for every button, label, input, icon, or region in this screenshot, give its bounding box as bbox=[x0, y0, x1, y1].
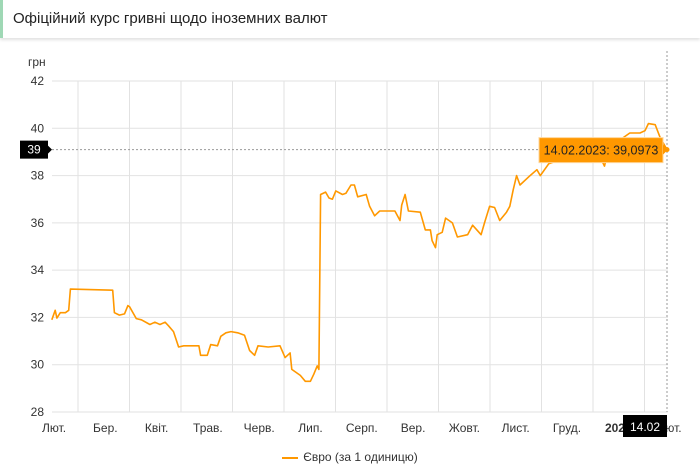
y-tick-label: 38 bbox=[31, 169, 45, 183]
legend-swatch bbox=[282, 456, 299, 459]
x-tick-label: Серп. bbox=[346, 421, 378, 435]
x-tick-label: Трав. bbox=[193, 421, 223, 435]
crosshair-x-label: 14.02 bbox=[630, 420, 660, 434]
crosshair-y-label-arrow bbox=[48, 145, 52, 154]
page-title: Офіційний курс гривні щодо іноземних вал… bbox=[13, 10, 328, 27]
x-tick-label: Бер. bbox=[93, 421, 118, 435]
y-tick-label: 32 bbox=[31, 310, 45, 324]
x-tick-label: Лип. bbox=[298, 421, 322, 435]
x-tick-label: Лют. bbox=[42, 421, 66, 435]
crosshair-x-label-box bbox=[623, 415, 667, 437]
legend[interactable]: Євро (за 1 одиницю) bbox=[0, 450, 700, 464]
tooltip-text: 14.02.2023: 39,0973 bbox=[544, 144, 659, 158]
crosshair-y-label-box bbox=[20, 140, 48, 159]
y-tick-label: 42 bbox=[31, 74, 45, 88]
crosshair-y-label: 39 bbox=[27, 143, 41, 157]
x-tick-label: Жовт. bbox=[449, 421, 480, 435]
y-axis-unit: грн bbox=[28, 55, 46, 69]
euro-rate-line bbox=[51, 122, 668, 383]
x-tick-label: Вер. bbox=[401, 421, 426, 435]
y-tick-label: 28 bbox=[31, 405, 45, 419]
page-header: Офіційний курс гривні щодо іноземних вал… bbox=[0, 0, 700, 38]
x-tick-label: Квіт. bbox=[145, 421, 169, 435]
x-tick-label: Груд. bbox=[553, 421, 581, 435]
legend-label: Євро (за 1 одиницю) bbox=[303, 450, 418, 464]
hover-point bbox=[664, 147, 670, 153]
x-tick-label: Лист. bbox=[502, 421, 530, 435]
y-tick-label: 30 bbox=[31, 358, 45, 372]
y-tick-label: 34 bbox=[31, 263, 45, 277]
x-tick-label: Черв. bbox=[244, 421, 275, 435]
y-tick-label: 36 bbox=[31, 216, 45, 230]
y-tick-label: 40 bbox=[31, 121, 45, 135]
